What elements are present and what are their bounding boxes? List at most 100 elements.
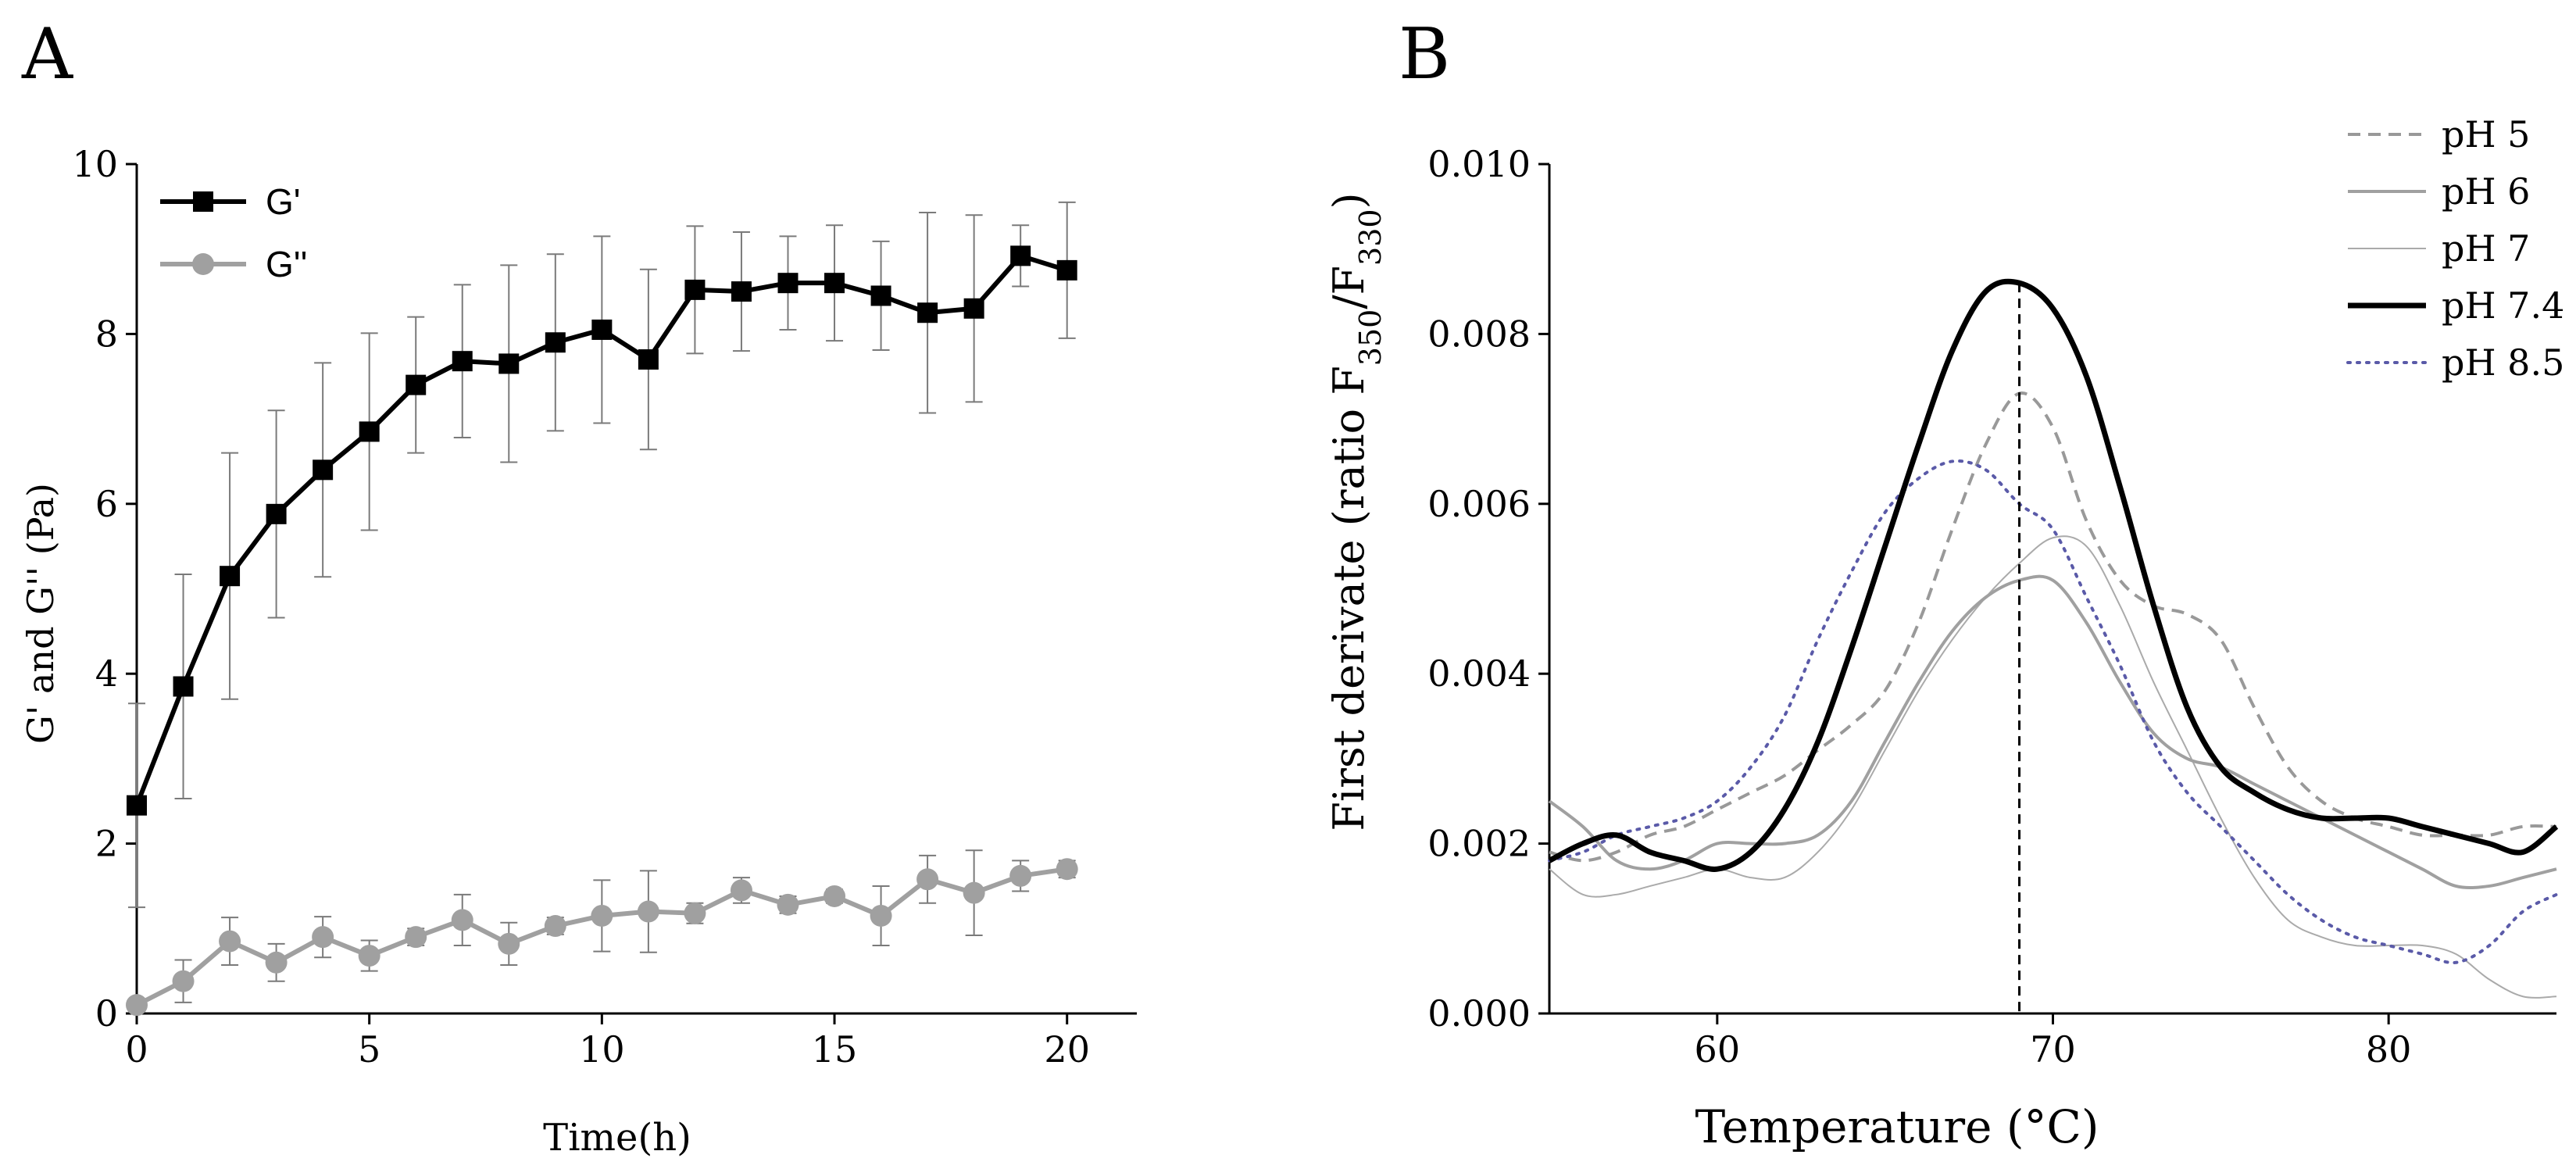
data-point: [312, 926, 334, 949]
data-point: [265, 951, 288, 974]
panel-b-y-label-sub1: 350: [1353, 309, 1388, 366]
panel-a-x-ticks: 0 5 10 15 20: [125, 1013, 1090, 1071]
panel-b-y-label-part2: /F: [1324, 266, 1374, 309]
series-gdoubleprime: [126, 849, 1078, 1017]
data-point: [359, 421, 380, 442]
series-ph85: [1548, 459, 2558, 964]
data-point: [684, 279, 706, 300]
data-point: [406, 374, 427, 395]
panel-b-y-label-sub2: 330: [1353, 209, 1388, 266]
data-point: [777, 273, 799, 294]
panel-b-series: [1548, 278, 2559, 999]
panel-a-x-tick-label: 15: [812, 1028, 858, 1071]
legend-ph7-label: pH 7: [2442, 227, 2530, 270]
data-point: [731, 281, 752, 302]
panel-a-x-tick-label: 20: [1044, 1028, 1090, 1071]
data-point: [963, 881, 985, 904]
panel-a-y-axis-label: G' and G'' (Pa): [20, 483, 62, 744]
series-ph5: [1549, 391, 2557, 863]
panel-b-x-axis-label: Temperature (°C): [1695, 1100, 2099, 1153]
data-point: [637, 900, 659, 923]
panel-a-series: [126, 201, 1078, 1017]
panel-a-x-tick-label: 5: [358, 1028, 381, 1071]
data-point: [684, 902, 706, 924]
data-point: [777, 893, 799, 916]
panel-b-y-ticks: 0.000 0.002 0.004 0.006 0.008 0.010: [1427, 143, 1549, 1035]
panel-a-y-tick-label: 6: [95, 483, 118, 525]
data-point: [127, 795, 147, 816]
panel-a-label: A: [21, 13, 73, 95]
data-point: [358, 945, 381, 967]
panel-b-y-label-part1: First derivate (ratio F: [1324, 366, 1374, 831]
data-point: [1009, 864, 1032, 887]
legend-ph74-label: pH 7.4: [2442, 284, 2564, 327]
data-point: [1056, 858, 1078, 881]
data-point: [173, 676, 194, 697]
panel-b-y-label-part3: ): [1324, 192, 1374, 209]
panel-b-x-tick-label: 60: [1695, 1028, 1741, 1071]
panel-b-x-tick-label: 80: [2366, 1028, 2412, 1071]
panel-a-y-tick-label: 4: [95, 652, 118, 695]
panel-a-x-tick-label: 10: [579, 1028, 625, 1071]
panel-b-y-axis-label: First derivate (ratio F350/F330): [1324, 192, 1388, 831]
data-point: [498, 932, 520, 955]
data-point: [220, 566, 241, 587]
data-point: [916, 868, 939, 891]
legend-ph85-label: pH 8.5: [2442, 341, 2564, 384]
data-point: [219, 930, 241, 953]
panel-b-x-tick-label: 70: [2030, 1028, 2076, 1071]
panel-b-y-tick-label: 0.008: [1427, 313, 1531, 355]
panel-b-label: B: [1399, 13, 1450, 95]
panel-a-x-tick-label: 0: [125, 1028, 148, 1071]
panel-a-y-tick-label: 2: [95, 823, 118, 865]
data-point: [172, 970, 195, 992]
panel-b-y-tick-label: 0.000: [1427, 992, 1531, 1035]
legend-gdoubleprime-marker: [192, 253, 214, 275]
data-point: [126, 994, 148, 1017]
panel-a-y-tick-label: 0: [95, 992, 118, 1035]
panel-b-x-ticks: 60 70 80: [1695, 1013, 2412, 1071]
legend-gprime-label: G': [266, 181, 301, 222]
panel-a-y-tick-label: 8: [95, 313, 118, 355]
data-point: [545, 332, 566, 353]
panel-a-x-axis-label: Time(h): [543, 1116, 691, 1160]
panel-b-y-tick-label: 0.004: [1427, 652, 1531, 695]
data-point: [638, 349, 659, 370]
data-point: [1010, 245, 1031, 266]
data-point: [824, 885, 846, 907]
data-point: [452, 351, 473, 372]
data-point: [730, 879, 752, 902]
series-ph7: [1549, 535, 2557, 999]
data-point: [1056, 259, 1077, 281]
data-point: [870, 904, 892, 927]
legend-gdoubleprime-label: G'': [266, 244, 307, 284]
legend-ph5-label: pH 5: [2442, 113, 2530, 155]
data-point: [405, 926, 427, 949]
panel-b-legend: pH 5 pH 6 pH 7 pH 7.4 pH 8.5: [2346, 113, 2564, 384]
data-point: [544, 915, 566, 938]
data-point: [313, 459, 334, 481]
series-ph74: [1548, 278, 2559, 872]
panel-a: A 0 2 4 6 8 10 0 5 10 15 20 Time(h) G' and G'' (P…: [20, 13, 1137, 1160]
data-point: [917, 302, 938, 323]
panel-b-y-tick-label: 0.002: [1427, 823, 1531, 865]
panel-a-y-ticks: 0 2 4 6 8 10: [72, 143, 137, 1035]
panel-a-y-tick-label: 10: [72, 143, 118, 185]
data-point: [451, 909, 473, 931]
data-point: [266, 503, 287, 524]
series-gprime: [127, 201, 1077, 909]
data-point: [498, 353, 520, 374]
data-point: [870, 285, 891, 306]
panel-b-y-tick-label: 0.006: [1427, 483, 1531, 525]
data-point: [591, 319, 613, 340]
panel-a-legend: G' G'': [160, 181, 307, 284]
data-point: [963, 298, 984, 319]
series-ph6: [1548, 574, 2557, 890]
legend-gprime-marker: [193, 191, 213, 212]
panel-b-y-tick-label: 0.010: [1427, 143, 1531, 185]
data-point: [591, 904, 613, 927]
legend-ph6-label: pH 6: [2442, 170, 2530, 213]
data-point: [824, 273, 845, 294]
